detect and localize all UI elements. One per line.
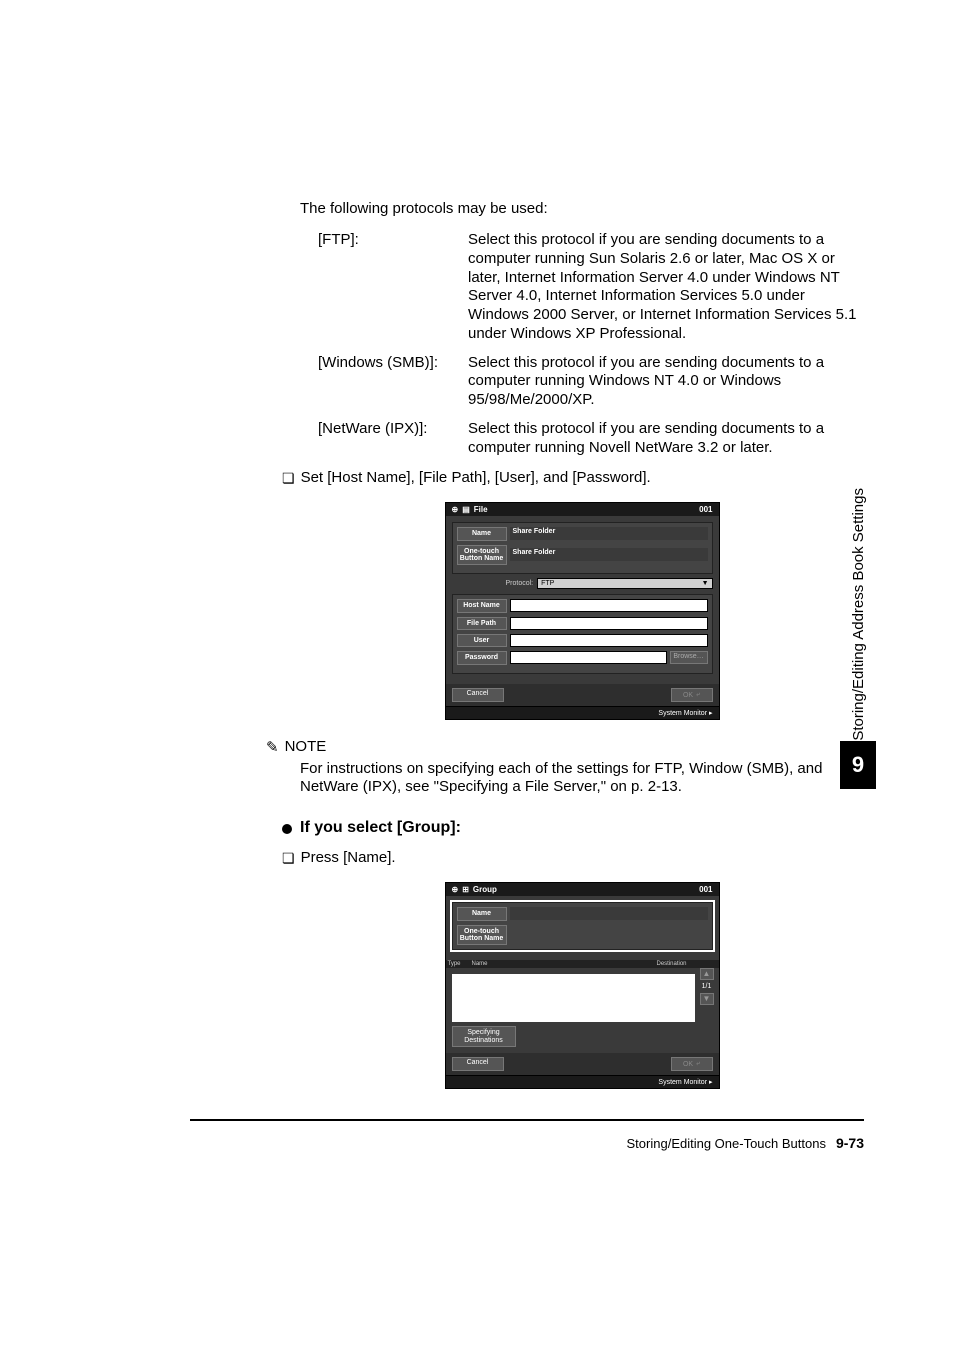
step-text: Press [Name]. — [301, 849, 396, 866]
ok-label: OK — [683, 692, 693, 699]
entry-number: 001 — [699, 885, 712, 894]
password-input[interactable] — [510, 651, 667, 664]
ok-button[interactable]: OK ⤶ — [671, 1057, 713, 1071]
intro-text: The following protocols may be used: — [300, 200, 864, 217]
entry-number: 001 — [699, 505, 712, 514]
host-panel: Host Name File Path User Password — [452, 594, 713, 673]
note-body: For instructions on specifying each of t… — [300, 760, 864, 798]
protocol-desc: Select this protocol if you are sending … — [468, 231, 864, 344]
user-input[interactable] — [510, 634, 708, 647]
name-value — [510, 907, 708, 920]
chevron-down-icon: ▼ — [702, 580, 709, 587]
footer-title: Storing/Editing One-Touch Buttons — [627, 1136, 826, 1151]
system-monitor-button[interactable]: System Monitor ▸ — [446, 1075, 719, 1088]
name-button[interactable]: Name — [457, 907, 507, 920]
cancel-button[interactable]: Cancel — [452, 1057, 504, 1071]
cancel-button[interactable]: Cancel — [452, 688, 504, 702]
filepath-input[interactable] — [510, 617, 708, 630]
globe-icon: ⊕ — [452, 505, 459, 514]
protocol-row: [FTP]: Select this protocol if you are s… — [318, 231, 864, 344]
protocol-definitions: [FTP]: Select this protocol if you are s… — [318, 231, 864, 457]
subheading: If you select [Group]: — [300, 819, 461, 837]
onetouch-value: Share Folder — [510, 548, 708, 561]
specifying-destinations-button[interactable]: Specifying Destinations — [452, 1026, 516, 1047]
square-bullet-icon: ❏ — [282, 470, 295, 487]
protocol-dropdown[interactable]: FTP ▼ — [537, 578, 712, 589]
chapter-title: Storing/Editing Address Book Settings — [850, 480, 867, 741]
step-text: Set [Host Name], [File Path], [User], an… — [301, 469, 651, 486]
protocol-row: [NetWare (IPX)]: Select this protocol if… — [318, 420, 864, 458]
chapter-tab: Storing/Editing Address Book Settings 9 — [840, 480, 876, 789]
password-button[interactable]: Password — [457, 651, 507, 664]
name-button[interactable]: Name — [457, 527, 507, 540]
protocol-desc: Select this protocol if you are sending … — [468, 420, 864, 458]
file-settings-screenshot: ⊕ ▤ File 001 Name Share Folder One-touch… — [445, 502, 720, 719]
protocol-value: FTP — [541, 580, 554, 587]
protocol-term: [Windows (SMB)]: — [318, 354, 468, 410]
protocol-desc: Select this protocol if you are sending … — [468, 354, 864, 410]
ok-button[interactable]: OK ⤶ — [671, 688, 713, 702]
footer-page: 9-73 — [836, 1135, 864, 1151]
step-set: ❏ Set [Host Name], [File Path], [User], … — [282, 469, 864, 486]
ok-label: OK — [683, 1061, 693, 1068]
onetouch-button[interactable]: One-touch Button Name — [457, 925, 507, 946]
system-monitor-button[interactable]: System Monitor ▸ — [446, 706, 719, 719]
title-bar: ⊕ ▤ File 001 — [446, 503, 719, 516]
protocol-term: [NetWare (IPX)]: — [318, 420, 468, 458]
globe-icon: ⊕ — [452, 885, 459, 894]
browse-button[interactable]: Browse… — [670, 651, 708, 664]
pencil-icon: ✎ — [266, 738, 279, 756]
scroll-up-button[interactable]: ▲ — [700, 968, 714, 980]
col-name: Name — [472, 961, 657, 967]
hostname-input[interactable] — [510, 599, 708, 612]
protocol-term: [FTP]: — [318, 231, 468, 344]
destination-list — [452, 974, 695, 1022]
list-header: Type Name Destination — [446, 960, 719, 968]
group-icon: ⊞ — [462, 885, 469, 894]
return-icon: ⤶ — [696, 691, 700, 699]
hostname-button[interactable]: Host Name — [457, 599, 507, 612]
page-footer: Storing/Editing One-Touch Buttons 9-73 — [190, 1119, 864, 1151]
name-panel: Name Share Folder One-touch Button Name … — [452, 522, 713, 574]
filepath-button[interactable]: File Path — [457, 617, 507, 630]
scroll-down-button[interactable]: ▼ — [700, 993, 714, 1005]
protocol-row: [Windows (SMB)]: Select this protocol if… — [318, 354, 864, 410]
protocol-label: Protocol: — [506, 580, 534, 587]
note-heading: ✎ NOTE — [266, 738, 864, 756]
name-value: Share Folder — [510, 527, 708, 540]
screen-title: File — [474, 505, 488, 514]
doc-icon: ▤ — [462, 505, 470, 514]
title-bar: ⊕ ⊞ Group 001 — [446, 883, 719, 896]
square-bullet-icon: ❏ — [282, 850, 295, 867]
step-press: ❏ Press [Name]. — [282, 849, 864, 866]
chapter-number: 9 — [840, 741, 876, 789]
return-icon: ⤶ — [696, 1060, 700, 1068]
col-dest: Destination — [657, 961, 717, 967]
subheading-row: If you select [Group]: — [282, 819, 864, 837]
round-bullet-icon — [282, 824, 292, 834]
onetouch-button[interactable]: One-touch Button Name — [457, 545, 507, 566]
note-label: NOTE — [285, 738, 327, 755]
col-type: Type — [448, 961, 472, 967]
name-panel: Name One-touch Button Name — [452, 902, 713, 950]
group-settings-screenshot: ⊕ ⊞ Group 001 Name One-touch Button Name — [445, 882, 720, 1089]
page-indicator: 1/1 — [700, 980, 714, 993]
user-button[interactable]: User — [457, 634, 507, 647]
screen-title: Group — [473, 885, 497, 894]
